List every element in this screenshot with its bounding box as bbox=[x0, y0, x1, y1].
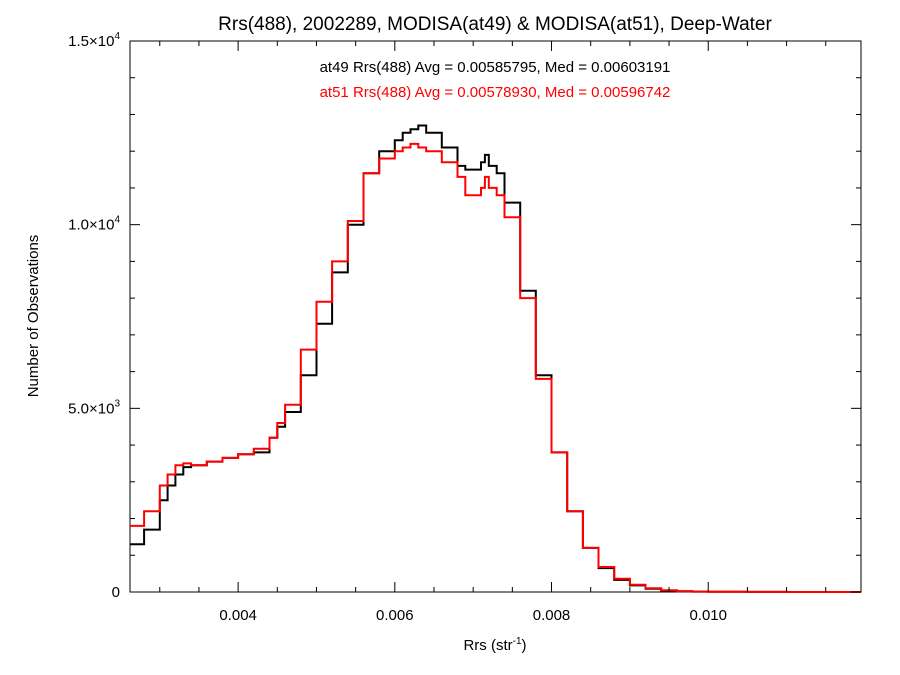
plot-frame bbox=[129, 40, 862, 593]
x-axis-label: Rrs (str-1) bbox=[463, 636, 526, 654]
x-axis-label-sup: -1 bbox=[513, 636, 522, 647]
x-tick-label: 0.010 bbox=[689, 607, 727, 624]
x-tick-label: 0.006 bbox=[376, 607, 414, 624]
y-tick-label: 5.0×103 bbox=[68, 398, 120, 417]
series-layer bbox=[130, 124, 861, 593]
annotation-at49: at49 Rrs(488) Avg = 0.00585795, Med = 0.… bbox=[320, 59, 671, 76]
y-axis-ticks: 0 5.0×103 1.0×104 1.5×104 bbox=[68, 31, 861, 601]
y-tick-label: 1.5×104 bbox=[68, 31, 120, 50]
x-tick-label: 0.004 bbox=[219, 607, 257, 624]
x-axis-label-base: Rrs (str bbox=[463, 637, 512, 654]
y-axis-label: Number of Observations bbox=[25, 235, 42, 398]
x-tick-label: 0.008 bbox=[533, 607, 571, 624]
y-tick-label: 1.0×104 bbox=[68, 215, 120, 234]
x-axis-label-close: ) bbox=[522, 637, 527, 654]
series-line-1 bbox=[130, 124, 861, 593]
annotation-at51: at51 Rrs(488) Avg = 0.00578930, Med = 0.… bbox=[320, 84, 671, 101]
series-line-2 bbox=[130, 142, 861, 593]
y-tick-label: 0 bbox=[112, 584, 120, 601]
chart-title: Rrs(488), 2002289, MODISA(at49) & MODISA… bbox=[218, 14, 772, 35]
x-axis-ticks: 0.004 0.006 0.008 0.010 bbox=[159, 41, 827, 624]
